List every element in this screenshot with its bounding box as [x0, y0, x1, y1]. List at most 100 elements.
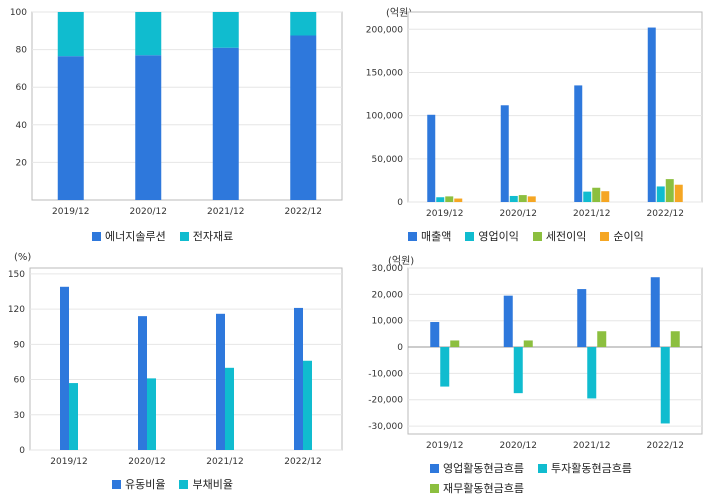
bar — [527, 196, 536, 202]
plot-frame — [407, 11, 703, 203]
legend-swatch — [179, 479, 189, 489]
legend-item[interactable]: 순이익 — [600, 228, 644, 244]
x-tick-label: 2021/12 — [573, 441, 610, 451]
bar — [656, 186, 665, 202]
legend-swatch — [537, 463, 547, 473]
y-tick-label: 20 — [16, 158, 28, 168]
bar — [138, 316, 147, 450]
bar — [135, 55, 162, 200]
chart-legend: 매출액 영업이익 세전이익 순이익 — [408, 228, 644, 244]
bar — [212, 12, 239, 48]
plot-frame — [29, 267, 343, 451]
x-tick-label: 2019/12 — [426, 441, 463, 451]
legend-swatch — [92, 231, 101, 241]
bar — [430, 322, 440, 348]
x-tick-label: 2021/12 — [573, 209, 610, 219]
bar — [660, 347, 670, 424]
x-tick-label: 2020/12 — [128, 457, 165, 467]
legend-item[interactable]: 투자활동현금흐름 — [537, 460, 632, 476]
bar — [427, 114, 436, 202]
y-tick-label: -30,000 — [368, 422, 403, 432]
y-tick-label: 0 — [397, 343, 403, 353]
bar — [587, 347, 597, 399]
bar — [436, 197, 445, 202]
bar — [440, 347, 450, 387]
legend-item[interactable]: 부채비율 — [179, 476, 233, 492]
chart-cashflow: (억원) -30,000 -20,000 -10,000 0 10,000 20,000 3… — [360, 248, 720, 496]
legend-swatch — [112, 479, 121, 489]
chart-income-plot: 0 50,000 100,000 150,000 200,000 2019/12 2020/… — [366, 11, 703, 219]
bar — [601, 191, 610, 202]
plot-frame — [407, 267, 703, 435]
bar — [665, 179, 674, 202]
x-tick-label: 2020/12 — [130, 207, 167, 217]
legend-label: 에너지솔루션 — [105, 230, 166, 243]
legend-item[interactable]: 매출액 — [408, 228, 451, 244]
bar — [212, 47, 239, 200]
bar — [57, 12, 84, 57]
legend-swatch — [179, 231, 189, 241]
y-tick-label: 40 — [16, 121, 28, 131]
bar — [674, 184, 683, 202]
x-tick-label: 2022/12 — [647, 209, 684, 219]
bar — [503, 295, 513, 348]
x-tick-label: 2020/12 — [500, 441, 537, 451]
bar — [450, 340, 460, 348]
chart-business-mix: 20 40 60 80 100 2019/12 2020/12 2021/12 2022/12 … — [0, 0, 360, 248]
bar — [225, 367, 234, 450]
legend-item[interactable]: 전자재료 — [179, 228, 233, 244]
bar — [294, 307, 303, 450]
chart-ratios: (%) 0 30 60 90 120 150 2019/12 2020/12 2021/12 20… — [0, 248, 360, 496]
bar — [303, 360, 312, 450]
bar — [290, 35, 317, 200]
y-tick-label: 200,000 — [366, 25, 403, 35]
legend-item[interactable]: 유동비율 — [112, 476, 165, 492]
x-tick-label: 2020/12 — [500, 209, 537, 219]
legend-item[interactable]: 영업활동현금흐름 — [430, 460, 524, 476]
bar — [577, 289, 587, 348]
legend-swatch — [465, 231, 475, 241]
legend-label: 순이익 — [613, 230, 644, 243]
legend-label: 매출액 — [421, 230, 452, 243]
bar — [583, 191, 592, 202]
legend-item[interactable]: 에너지솔루션 — [92, 228, 166, 244]
legend-label: 재무활동현금흐름 — [443, 482, 524, 495]
x-tick-label: 2022/12 — [284, 457, 321, 467]
bar — [290, 12, 317, 36]
bar — [574, 85, 583, 202]
y-tick-label: 30 — [14, 411, 26, 421]
chart-legend: 유동비율 부채비율 — [112, 476, 233, 492]
y-tick-label: 20,000 — [372, 290, 404, 300]
x-tick-label: 2019/12 — [426, 209, 463, 219]
legend-swatch — [408, 231, 417, 241]
legend-item[interactable]: 재무활동현금흐름 — [430, 480, 524, 496]
x-tick-label: 2019/12 — [52, 207, 89, 217]
legend-swatch — [430, 463, 439, 473]
y-tick-label: 30,000 — [372, 264, 404, 274]
bar — [670, 331, 680, 348]
legend-item[interactable]: 영업이익 — [465, 228, 519, 244]
legend-label: 부채비율 — [192, 478, 233, 491]
chart-business-mix-plot: 20 40 60 80 100 2019/12 2020/12 2021/12 2022/12 — [10, 8, 343, 217]
bar — [216, 313, 225, 450]
legend-label: 투자활동현금흐름 — [550, 462, 632, 475]
bar — [518, 195, 527, 202]
bar — [445, 196, 454, 202]
chart-income: (억원) 0 50,000 100,000 150,000 200,000 2019/12… — [360, 0, 720, 248]
bar — [147, 378, 156, 450]
legend-label: 영업이익 — [478, 230, 519, 243]
y-tick-label: 100 — [10, 8, 27, 18]
x-tick-label: 2021/12 — [206, 457, 243, 467]
y-tick-label: 60 — [14, 376, 26, 386]
bar — [647, 27, 656, 202]
y-tick-label: 80 — [16, 46, 28, 56]
y-tick-label: 50,000 — [372, 155, 404, 165]
y-tick-label: 0 — [19, 446, 25, 456]
bar — [650, 277, 660, 348]
y-tick-label: -10,000 — [368, 369, 403, 379]
chart-ratios-plot: 0 30 60 90 120 150 2019/12 2020/12 2021/12 2022/1… — [8, 267, 343, 467]
x-tick-label: 2022/12 — [285, 207, 322, 217]
chart-unit-label: (억원) — [388, 256, 415, 267]
y-tick-label: 150,000 — [366, 68, 403, 78]
legend-item[interactable]: 세전이익 — [532, 228, 586, 244]
